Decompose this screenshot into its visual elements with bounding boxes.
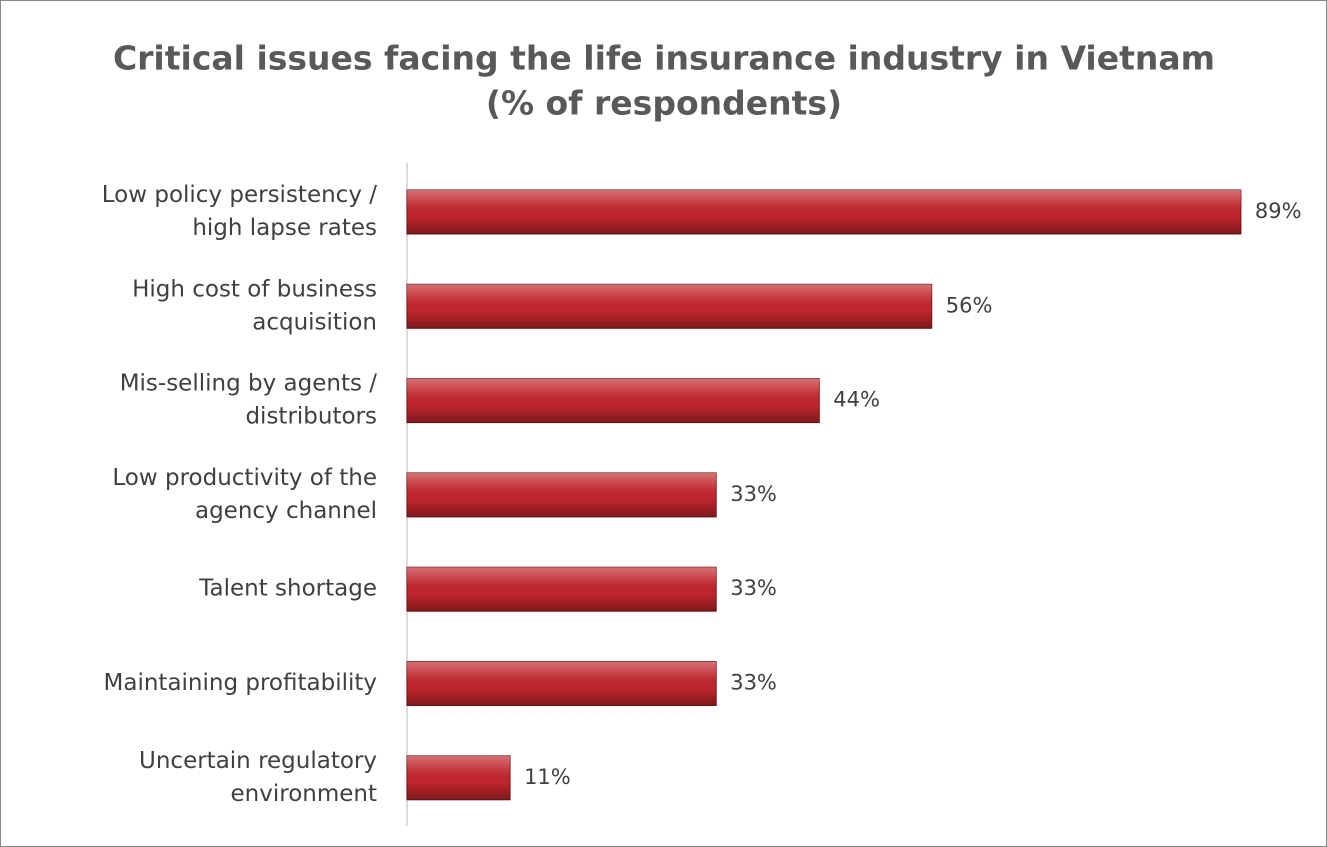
bar (406, 472, 717, 518)
category-label: Talent shortage (198, 576, 377, 602)
value-label: 11% (524, 765, 571, 789)
bar (406, 661, 717, 706)
category-label: distributors (245, 404, 377, 430)
value-label: 33% (730, 576, 777, 600)
category-label: Uncertain regulatory (139, 748, 377, 774)
value-label: 56% (946, 293, 993, 317)
chart-title: Critical issues facing the life insuranc… (113, 39, 1215, 78)
bar (406, 378, 820, 424)
bar (406, 566, 717, 612)
category-label: Low policy persistency / (102, 182, 377, 208)
bar (406, 755, 511, 801)
category-label: acquisition (252, 309, 377, 335)
category-label: Low productivity of the (112, 465, 377, 491)
value-label: 89% (1255, 199, 1302, 223)
value-label: 44% (833, 388, 880, 412)
category-label: agency channel (195, 498, 377, 524)
category-label: Mis-selling by agents / (120, 371, 378, 397)
category-label: High cost of business (132, 276, 377, 302)
category-label: environment (231, 781, 377, 807)
chart-title: (% of respondents) (486, 84, 842, 123)
category-label: Maintaining profitability (104, 670, 377, 696)
category-label: high lapse rates (192, 215, 377, 241)
bar (406, 189, 1242, 235)
value-label: 33% (730, 482, 777, 506)
bar (406, 283, 933, 329)
value-label: 33% (730, 671, 777, 695)
